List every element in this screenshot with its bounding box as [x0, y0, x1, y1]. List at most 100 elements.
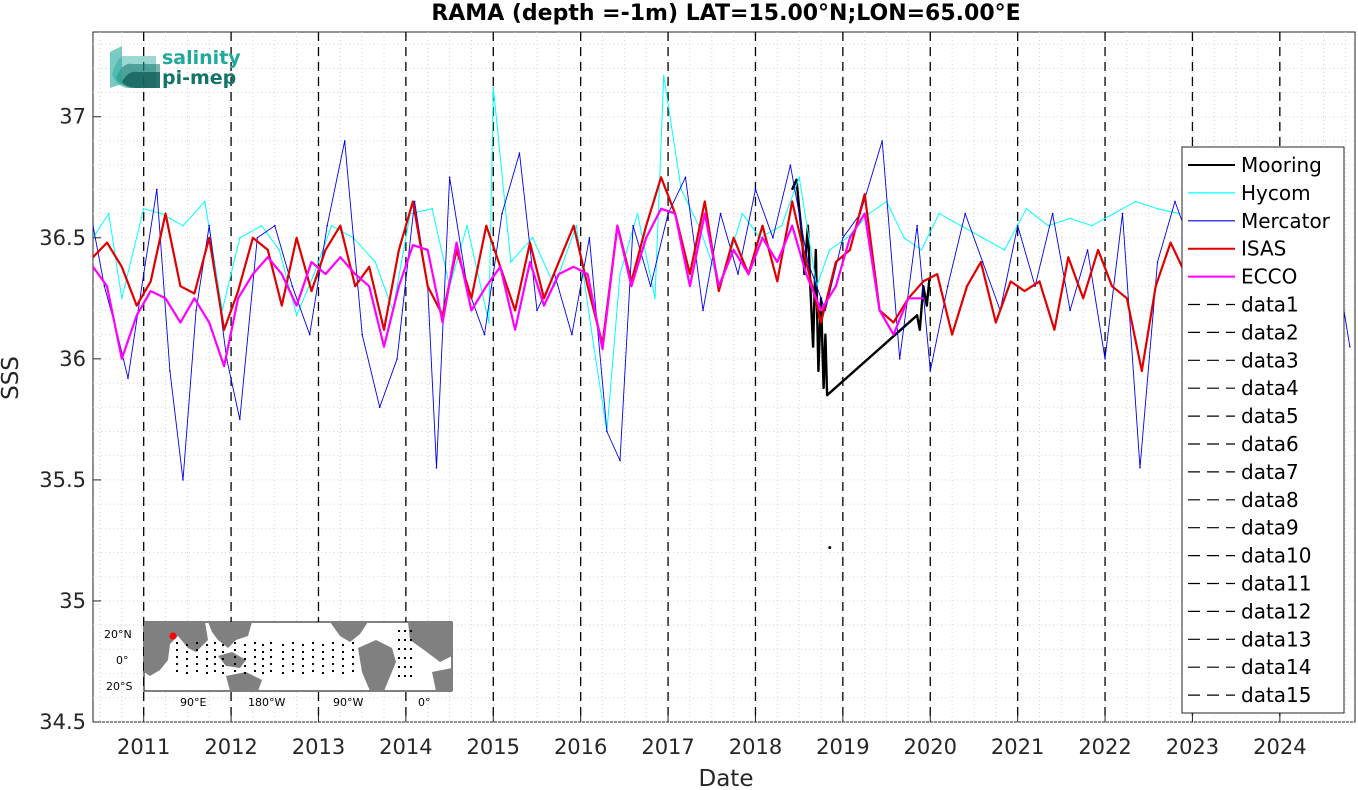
- buoy-dot: [186, 651, 188, 653]
- buoy-dot: [196, 670, 198, 672]
- data-point-hycom: [121, 297, 123, 300]
- buoy-dot: [410, 648, 412, 650]
- buoy-dot: [186, 665, 188, 667]
- data-point-hycom: [160, 212, 162, 215]
- buoy-dot: [214, 642, 216, 644]
- data-point-mercator: [1348, 345, 1351, 348]
- data-point-ecco: [398, 285, 400, 288]
- data-point-mercator: [291, 285, 294, 288]
- buoy-dot: [214, 670, 216, 672]
- data-point-mercator: [881, 140, 883, 142]
- buoy-dot: [186, 672, 188, 674]
- salinity-pi-mep-logo: salinity pi-mep: [110, 46, 241, 89]
- data-point-isas: [106, 241, 108, 244]
- buoy-dot: [282, 665, 284, 667]
- data-point-hycom: [1134, 200, 1137, 203]
- data-point-ecco: [586, 273, 589, 275]
- buoy-dot: [176, 656, 178, 658]
- buoy-dot: [234, 663, 236, 665]
- data-point-hycom: [260, 224, 263, 227]
- data-point-hycom: [1091, 224, 1093, 227]
- series-line-ecco: [93, 207, 924, 368]
- logo-text-pi-mep: pi-mep: [162, 67, 236, 89]
- data-point-mooring: [918, 328, 921, 331]
- buoy-dot: [234, 670, 236, 672]
- buoy-dot: [292, 656, 294, 658]
- buoy-dot: [222, 672, 224, 674]
- x-tick-label: 2020: [904, 735, 957, 759]
- data-point-ecco: [922, 297, 925, 300]
- data-point-mercator: [536, 309, 538, 312]
- data-point-isas: [761, 224, 764, 227]
- data-point-mercator: [807, 261, 809, 263]
- data-point-isas: [1082, 297, 1084, 300]
- data-point-hycom: [592, 345, 595, 348]
- data-point-isas: [835, 261, 837, 263]
- data-point-mercator: [684, 176, 687, 179]
- data-point-mercator: [155, 188, 158, 191]
- data-point-isas: [1126, 297, 1128, 300]
- buoy-dot: [254, 649, 256, 651]
- data-point-isas: [1067, 256, 1070, 258]
- data-point-hycom: [1069, 217, 1071, 220]
- data-point-ecco: [747, 273, 750, 275]
- buoy-dot: [302, 651, 304, 653]
- x-tick-label: 2019: [816, 735, 869, 759]
- buoy-dot: [282, 672, 284, 674]
- buoy-dot: [292, 670, 294, 672]
- logo-waves-icon: [110, 46, 160, 88]
- data-point-mercator: [1016, 224, 1019, 227]
- buoy-dot: [262, 644, 264, 646]
- data-point-ecco: [179, 321, 182, 324]
- data-point-hycom: [431, 207, 433, 210]
- data-point-mercator: [842, 236, 844, 239]
- data-point-mooring: [814, 249, 817, 251]
- x-axis-label: Date: [699, 766, 754, 790]
- data-point-hycom: [1112, 212, 1115, 215]
- data-point-isas: [93, 256, 94, 258]
- data-point-isas: [703, 200, 706, 203]
- data-point-isas: [980, 261, 982, 263]
- data-point-ecco: [149, 290, 152, 292]
- buoy-dot: [292, 649, 294, 651]
- data-point-isas: [324, 249, 327, 251]
- y-tick-label: 35: [59, 589, 86, 613]
- data-point-ecco: [776, 261, 779, 263]
- buoy-dot: [262, 658, 264, 660]
- data-point-ecco: [543, 304, 545, 307]
- data-point-mercator: [916, 224, 918, 227]
- buoy-dot: [342, 644, 344, 646]
- buoy-dot: [214, 663, 216, 665]
- data-point-isas: [179, 285, 182, 288]
- buoy-dot: [270, 663, 272, 665]
- buoy-dot: [244, 651, 246, 653]
- map-lat-label-0: 0°: [116, 654, 129, 667]
- data-point-ecco: [295, 304, 298, 307]
- buoy-dot: [254, 663, 256, 665]
- y-ticks: 34.5 35 35.5 36 36.5 37: [39, 105, 101, 734]
- buoy-dot: [404, 630, 406, 632]
- data-point-mercator: [898, 358, 901, 360]
- data-point-isas: [426, 285, 429, 288]
- buoy-dot: [312, 670, 314, 672]
- buoy-dot: [332, 656, 334, 658]
- buoy-dot: [312, 649, 314, 651]
- buoy-dot: [352, 642, 354, 644]
- data-point-mercator: [396, 358, 398, 360]
- buoy-dot: [206, 672, 208, 674]
- data-point-mercator: [182, 479, 184, 481]
- data-point-isas: [266, 249, 269, 251]
- data-point-ecco: [645, 236, 648, 239]
- data-point-ecco: [717, 285, 720, 288]
- data-point-mercator: [343, 140, 346, 142]
- data-point-mercator: [361, 333, 363, 336]
- legend-label: data9: [1241, 516, 1299, 540]
- data-point-isas: [732, 236, 735, 239]
- buoy-dot: [302, 665, 304, 667]
- buoy-dot: [322, 672, 324, 674]
- data-point-mercator: [606, 430, 608, 433]
- buoy-dot: [352, 656, 354, 658]
- map-lon-label-180w: 180°W: [248, 696, 285, 709]
- data-point-isas: [995, 321, 997, 324]
